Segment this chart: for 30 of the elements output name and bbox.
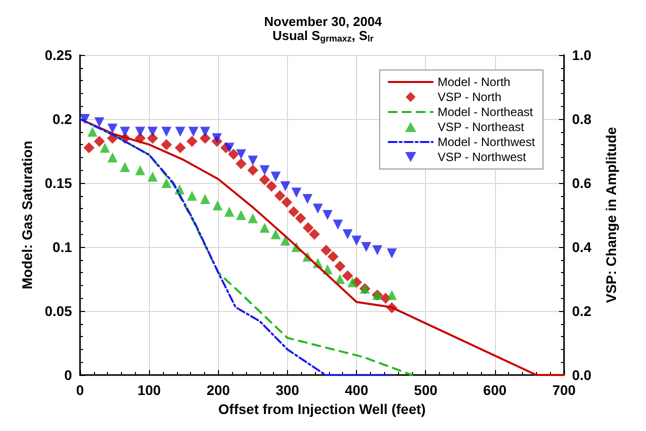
legend-label: Model - Northwest bbox=[438, 135, 536, 149]
y2-tick-label: 1.0 bbox=[572, 47, 592, 63]
y2-tick-label: 0.8 bbox=[572, 111, 592, 127]
legend-label: VSP - Northwest bbox=[438, 150, 527, 164]
x-tick-label: 700 bbox=[552, 382, 576, 398]
legend-label: VSP - North bbox=[438, 90, 502, 104]
x-tick-label: 400 bbox=[344, 382, 368, 398]
legend-label: Model - Northeast bbox=[438, 105, 534, 119]
y-tick-label: 0.1 bbox=[52, 239, 72, 255]
x-tick-label: 0 bbox=[76, 382, 84, 398]
x-tick-label: 500 bbox=[414, 382, 438, 398]
x-tick-label: 100 bbox=[137, 382, 162, 398]
y-tick-label: 0.25 bbox=[44, 47, 72, 63]
chart-title: November 30, 2004 bbox=[264, 14, 383, 29]
x-tick-label: 200 bbox=[206, 382, 230, 398]
y-tick-label: 0.15 bbox=[44, 175, 72, 191]
x-axis-title: Offset from Injection Well (feet) bbox=[218, 400, 426, 417]
y2-axis-title: VSP: Change in Amplitude bbox=[603, 126, 619, 304]
legend-label: VSP - Northeast bbox=[438, 120, 525, 134]
y-axis-title: Model: Gas Saturation bbox=[18, 140, 35, 290]
y2-tick-label: 0.4 bbox=[572, 239, 592, 255]
legend-label: Model - North bbox=[438, 75, 510, 89]
y2-tick-label: 0.2 bbox=[572, 303, 592, 319]
x-tick-label: 600 bbox=[483, 382, 507, 398]
x-tick-label: 300 bbox=[276, 382, 300, 398]
y2-tick-label: 0.0 bbox=[572, 367, 592, 383]
y-tick-label: 0.2 bbox=[52, 111, 72, 127]
y-tick-label: 0.05 bbox=[44, 303, 72, 319]
y2-tick-label: 0.6 bbox=[572, 175, 592, 191]
y-tick-label: 0 bbox=[64, 367, 72, 383]
